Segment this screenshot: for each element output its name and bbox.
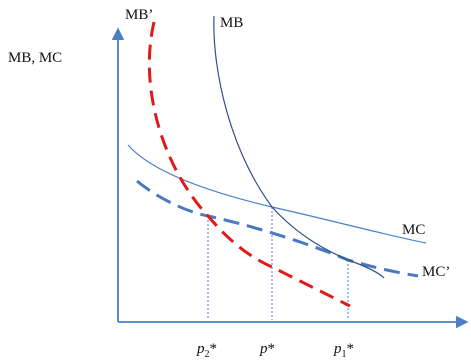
mb-prime-curve (147, 21, 351, 308)
mc-label: MC (402, 222, 425, 238)
mb-prime-label: MB’ (125, 7, 153, 23)
tick-label-p2: p2* (196, 341, 217, 360)
tick-label-p: p* (259, 341, 275, 357)
mb-label: MB (220, 15, 243, 31)
mb-curve (213, 15, 385, 279)
mc-curve (127, 144, 427, 244)
y-axis-label: MB, MC (8, 50, 62, 66)
mc-prime-label: MC’ (422, 264, 450, 280)
mc-prime-curve (136, 179, 419, 278)
tick-label-p1: p1* (333, 341, 354, 360)
